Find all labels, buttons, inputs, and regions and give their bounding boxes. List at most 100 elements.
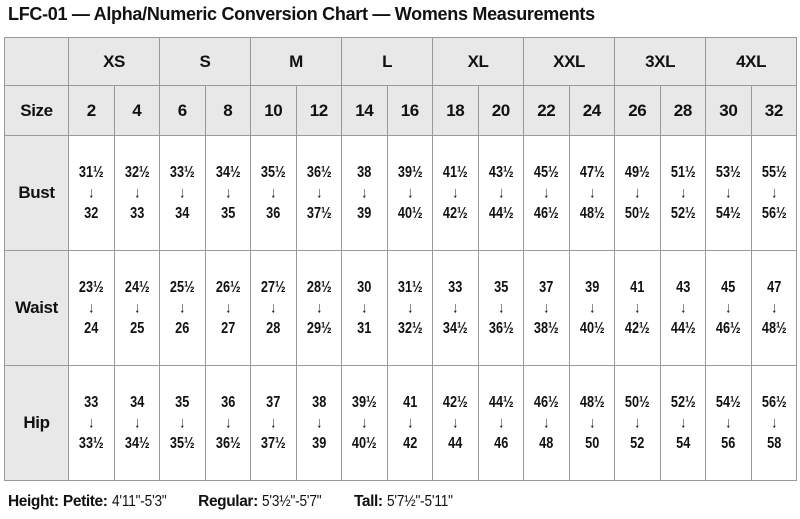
range-from: 31½ xyxy=(78,163,104,181)
alpha-size-xxl: XXL xyxy=(523,37,616,86)
measurement-range: 35½ ↓ 36 xyxy=(255,163,291,223)
range-from: 24½ xyxy=(124,278,150,296)
alpha-size-3xl: 3XL xyxy=(614,37,707,86)
height-petite: Petite: 4'11"-5'3" xyxy=(63,493,178,510)
range-from: 30 xyxy=(357,278,372,296)
down-arrow-icon: ↓ xyxy=(770,298,777,317)
measurement-range: 48½ ↓ 50 xyxy=(574,393,610,453)
down-arrow-icon: ↓ xyxy=(361,298,368,317)
range-from: 55½ xyxy=(761,163,787,181)
measure-cell: 50½ ↓ 52 xyxy=(614,365,661,481)
measurement-range: 43 ↓ 44½ xyxy=(665,278,702,338)
down-arrow-icon: ↓ xyxy=(634,183,641,202)
down-arrow-icon: ↓ xyxy=(679,298,686,317)
range-from: 32½ xyxy=(124,163,150,181)
range-from: 33½ xyxy=(169,163,195,181)
size-cell-32: 32 xyxy=(750,85,798,136)
range-from: 48½ xyxy=(579,393,605,411)
measurement-range: 41½ ↓ 42½ xyxy=(437,163,473,223)
size-cell-12: 12 xyxy=(295,85,343,136)
down-arrow-icon: ↓ xyxy=(315,183,322,202)
alpha-size-xs: XS xyxy=(67,37,161,86)
range-from: 38 xyxy=(311,393,326,411)
range-from: 37 xyxy=(266,393,281,411)
range-to: 56½ xyxy=(761,204,787,222)
regular-value: 5'3½"-5'7" xyxy=(262,493,322,510)
measure-cell: 31½ ↓ 32 xyxy=(68,135,115,251)
down-arrow-icon: ↓ xyxy=(224,183,231,202)
down-arrow-icon: ↓ xyxy=(406,298,413,317)
range-from: 25½ xyxy=(169,278,195,296)
measure-cell: 46½ ↓ 48 xyxy=(523,365,570,481)
down-arrow-icon: ↓ xyxy=(543,183,550,202)
measurement-range: 36 ↓ 36½ xyxy=(210,393,247,453)
measure-cell: 33 ↓ 33½ xyxy=(68,365,115,481)
down-arrow-icon: ↓ xyxy=(270,413,277,432)
range-from: 27½ xyxy=(260,278,286,296)
down-arrow-icon: ↓ xyxy=(452,413,459,432)
measure-cell: 35½ ↓ 36 xyxy=(250,135,297,251)
measure-cell: 53½ ↓ 54½ xyxy=(705,135,752,251)
down-arrow-icon: ↓ xyxy=(588,298,595,317)
range-from: 39½ xyxy=(351,393,377,411)
range-from: 38 xyxy=(357,163,372,181)
range-to: 33 xyxy=(129,204,144,222)
measurement-range: 54½ ↓ 56 xyxy=(710,393,746,453)
measurement-range: 32½ ↓ 33 xyxy=(119,163,156,223)
range-from: 51½ xyxy=(670,163,696,181)
range-from: 36 xyxy=(220,393,235,411)
down-arrow-icon: ↓ xyxy=(725,413,732,432)
row-label-bust: Bust xyxy=(4,135,69,251)
down-arrow-icon: ↓ xyxy=(452,298,459,317)
range-to: 44 xyxy=(448,434,463,452)
down-arrow-icon: ↓ xyxy=(224,298,231,317)
measure-cell: 33 ↓ 34½ xyxy=(432,250,479,366)
down-arrow-icon: ↓ xyxy=(88,183,95,202)
range-to: 48 xyxy=(539,434,554,452)
range-to: 26 xyxy=(175,319,190,337)
size-cell-20: 20 xyxy=(477,85,525,136)
range-from: 47½ xyxy=(579,163,605,181)
range-to: 50½ xyxy=(624,204,650,222)
range-from: 45 xyxy=(721,278,736,296)
size-cell-18: 18 xyxy=(432,85,479,136)
down-arrow-icon: ↓ xyxy=(679,413,686,432)
measure-cell: 31½ ↓ 32½ xyxy=(386,250,434,366)
range-from: 44½ xyxy=(488,393,514,411)
corner-cell xyxy=(4,37,69,86)
measure-cell: 34½ ↓ 35 xyxy=(204,135,252,251)
bust-row: Bust 31½ ↓ 32 32½ ↓ 33 33½ ↓ 34 34½ ↓ 35 35½ ↓ 36 36½ ↓ 37… xyxy=(4,135,798,251)
waist-row: Waist 23½ ↓ 24 24½ ↓ 25 25½ ↓ 26 26½ ↓ 27 27½ ↓ 28 28½ ↓ 2… xyxy=(4,250,798,366)
range-from: 28½ xyxy=(306,278,332,296)
range-to: 36 xyxy=(266,204,281,222)
down-arrow-icon: ↓ xyxy=(406,413,413,432)
range-from: 41 xyxy=(402,393,417,411)
measurement-range: 38 ↓ 39 xyxy=(346,163,382,223)
measurement-range: 23½ ↓ 24 xyxy=(73,278,109,338)
measurement-range: 38 ↓ 39 xyxy=(301,393,338,453)
size-row-label: Size xyxy=(4,85,69,136)
range-to: 42½ xyxy=(442,204,468,222)
height-regular: Regular: 5'3½"-5'7" xyxy=(198,493,333,510)
down-arrow-icon: ↓ xyxy=(133,298,140,317)
numeric-size-row: Size 2 4 6 8 10 12 14 16 18 20 22 24 26 28 30 32 xyxy=(4,85,798,136)
measurement-range: 25½ ↓ 26 xyxy=(164,278,200,338)
measurement-range: 44½ ↓ 46 xyxy=(483,393,519,453)
measurement-range: 56½ ↓ 58 xyxy=(756,393,793,453)
down-arrow-icon: ↓ xyxy=(588,413,595,432)
measure-cell: 30 ↓ 31 xyxy=(341,250,388,366)
measure-cell: 39½ ↓ 40½ xyxy=(386,135,434,251)
range-from: 34 xyxy=(129,393,144,411)
range-to: 35 xyxy=(220,204,235,222)
range-to: 46 xyxy=(493,434,508,452)
range-to: 32½ xyxy=(397,319,423,337)
hip-row: Hip 33 ↓ 33½ 34 ↓ 34½ 35 ↓ 35½ 36 ↓ 36½ 37 ↓ 37½ 38 ↓ 39 39… xyxy=(4,365,798,481)
measure-cell: 26½ ↓ 27 xyxy=(204,250,252,366)
range-to: 42 xyxy=(402,434,417,452)
down-arrow-icon: ↓ xyxy=(452,183,459,202)
measurement-range: 50½ ↓ 52 xyxy=(619,393,655,453)
measurement-range: 41 ↓ 42 xyxy=(392,393,429,453)
range-from: 35½ xyxy=(260,163,286,181)
size-cell-4: 4 xyxy=(113,85,161,136)
measurement-range: 35 ↓ 36½ xyxy=(483,278,519,338)
